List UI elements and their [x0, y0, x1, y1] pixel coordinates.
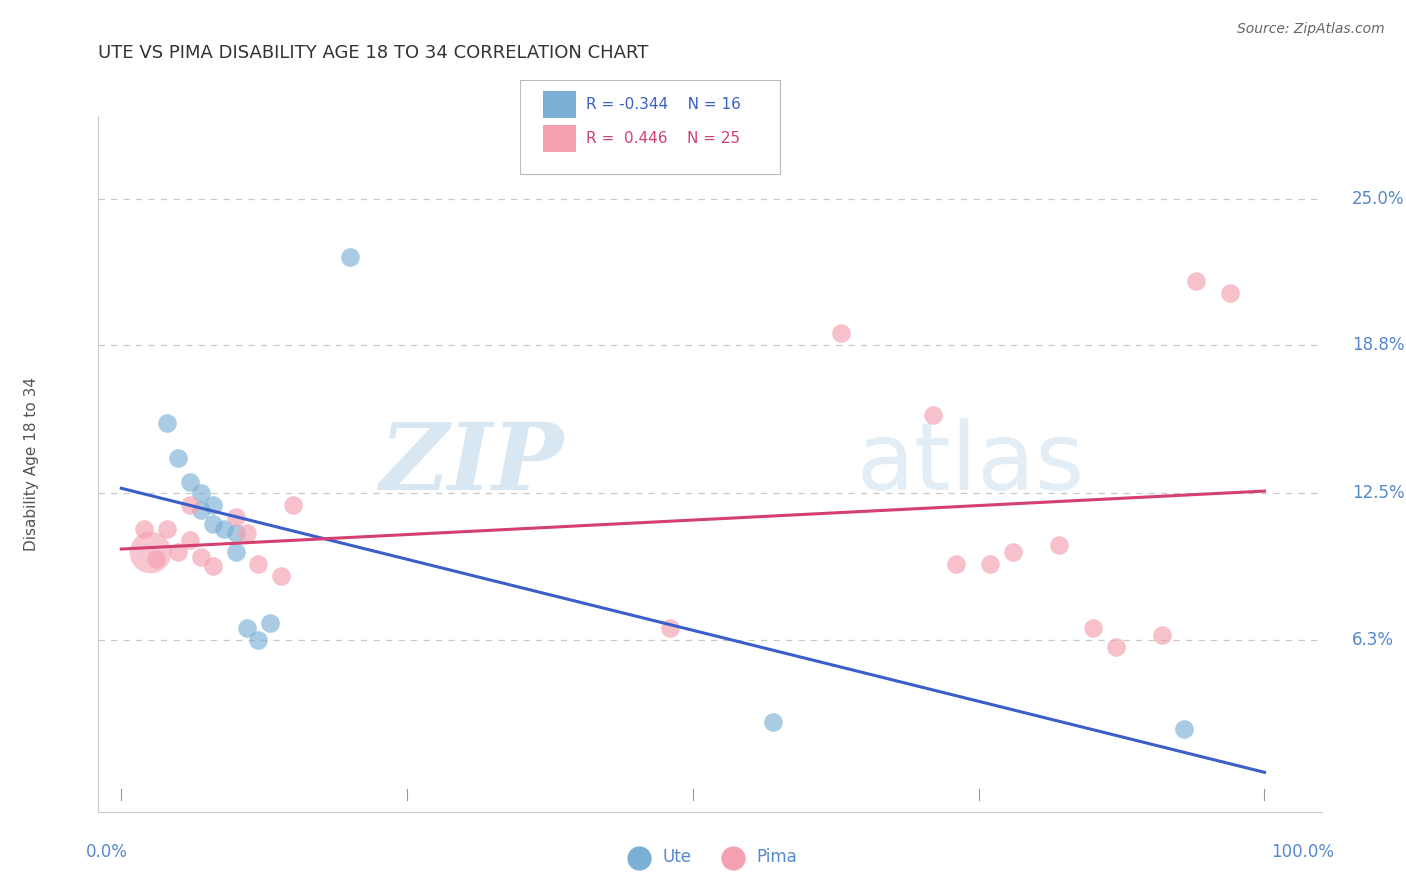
Point: [270, 569, 292, 583]
Point: [145, 552, 167, 566]
Point: [139, 545, 162, 559]
Point: [225, 526, 247, 541]
Point: [1105, 640, 1128, 654]
Point: [831, 326, 853, 340]
Text: Disability Age 18 to 34: Disability Age 18 to 34: [24, 376, 38, 551]
Point: [922, 409, 945, 423]
Point: [945, 557, 967, 571]
Point: [190, 549, 212, 564]
Point: [247, 632, 270, 647]
Point: [659, 621, 682, 635]
Text: 0.0%: 0.0%: [86, 843, 128, 861]
Point: [1150, 628, 1173, 642]
Text: atlas: atlas: [856, 417, 1085, 510]
Point: [167, 450, 190, 465]
Point: [179, 533, 201, 548]
Point: [179, 498, 201, 512]
Text: R =  0.446    N = 25: R = 0.446 N = 25: [586, 131, 741, 145]
Point: [1001, 545, 1024, 559]
Point: [179, 475, 201, 489]
Text: 25.0%: 25.0%: [1353, 189, 1405, 208]
Legend: Ute, Pima: Ute, Pima: [616, 842, 804, 873]
Point: [259, 615, 281, 630]
Point: [1219, 285, 1241, 300]
Point: [339, 251, 361, 265]
Point: [1081, 621, 1104, 635]
Text: 12.5%: 12.5%: [1353, 484, 1405, 502]
Point: [225, 509, 247, 524]
Point: [190, 503, 212, 517]
Point: [247, 557, 270, 571]
Text: UTE VS PIMA DISABILITY AGE 18 TO 34 CORRELATION CHART: UTE VS PIMA DISABILITY AGE 18 TO 34 CORR…: [98, 45, 648, 62]
Text: Source: ZipAtlas.com: Source: ZipAtlas.com: [1237, 22, 1385, 37]
Point: [1047, 538, 1070, 552]
Point: [1185, 274, 1208, 288]
Point: [201, 559, 224, 574]
Point: [134, 522, 156, 536]
Point: [1173, 722, 1195, 736]
Point: [979, 557, 1001, 571]
Point: [156, 522, 179, 536]
Point: [156, 416, 179, 430]
Point: [762, 715, 785, 730]
Point: [281, 498, 304, 512]
Point: [167, 545, 190, 559]
Text: 100.0%: 100.0%: [1271, 843, 1334, 861]
Point: [190, 486, 212, 500]
Point: [225, 545, 247, 559]
Point: [212, 522, 235, 536]
Text: R = -0.344    N = 16: R = -0.344 N = 16: [586, 97, 741, 112]
Point: [201, 516, 224, 531]
Text: ZIP: ZIP: [380, 419, 564, 508]
Text: 18.8%: 18.8%: [1353, 335, 1405, 354]
Point: [236, 621, 259, 635]
Point: [236, 526, 259, 541]
Point: [201, 498, 224, 512]
Text: 6.3%: 6.3%: [1353, 631, 1395, 648]
